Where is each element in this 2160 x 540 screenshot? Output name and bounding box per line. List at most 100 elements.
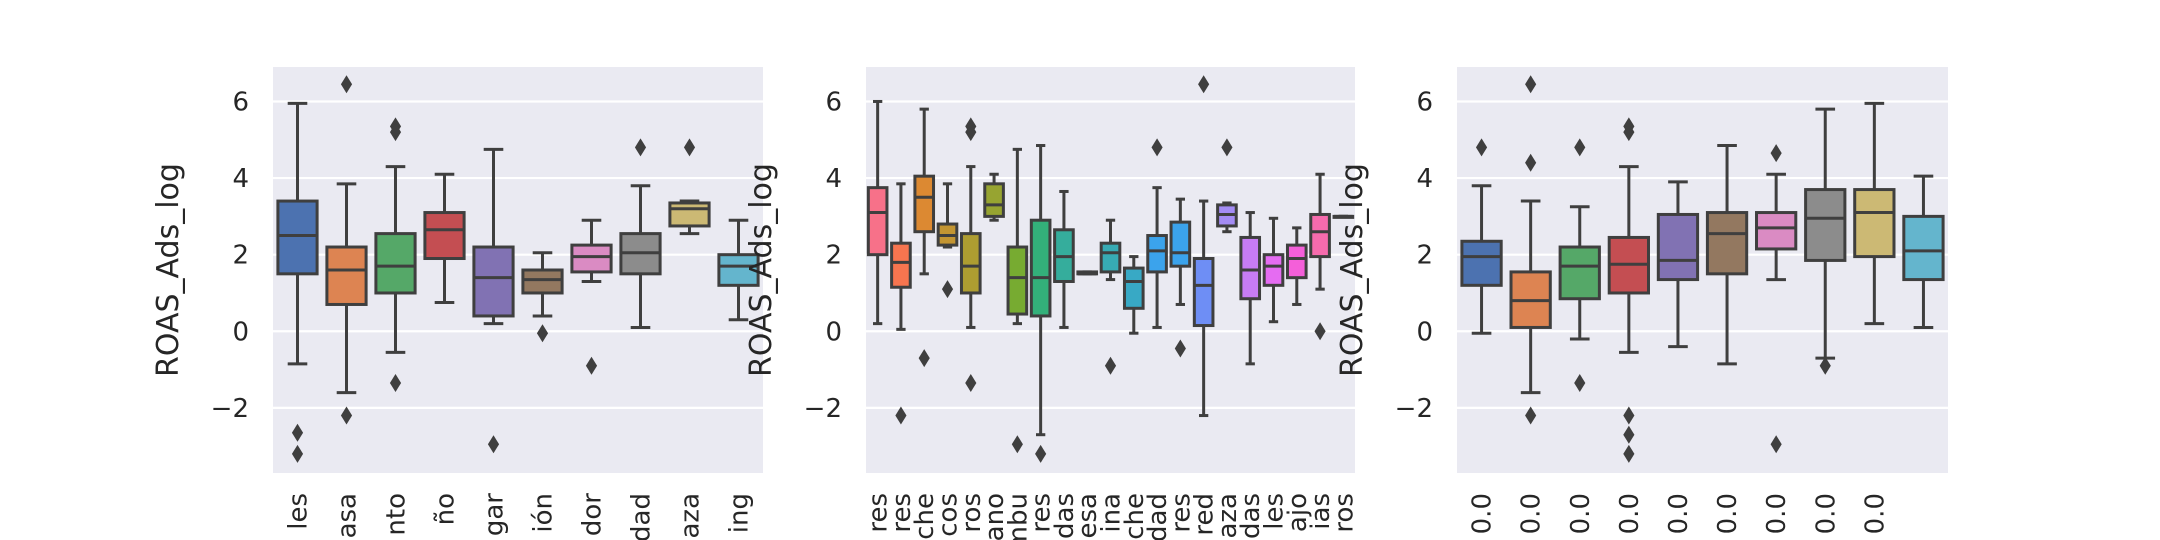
outlier-point — [536, 324, 549, 343]
box-iqr — [1285, 243, 1308, 280]
x-tick-label: cos — [934, 493, 964, 537]
box-13 — [1146, 138, 1168, 329]
x-tick-label: 0.0 — [1517, 493, 1547, 534]
x-tick-label: nto — [382, 493, 412, 536]
y-axis-label: ROAS_Ads_log — [151, 163, 186, 377]
box-iqr — [423, 211, 466, 261]
box-20 — [1309, 172, 1331, 341]
y-tick-label: 6 — [1416, 87, 1433, 117]
outlier-point — [1475, 138, 1488, 157]
outlier-point — [1819, 356, 1831, 375]
x-tick-label: 0.0 — [1762, 493, 1792, 534]
outlier-point — [1623, 444, 1635, 463]
x-tick-label: ing — [725, 493, 755, 533]
box-2 — [1509, 75, 1552, 425]
outlier-point — [340, 406, 353, 425]
box-9 — [1053, 189, 1075, 329]
box-6 — [1705, 144, 1749, 366]
x-tick-label: mbu — [1003, 493, 1033, 540]
y-tick-label: 4 — [825, 164, 842, 194]
box-2 — [890, 182, 912, 425]
box-19 — [1285, 226, 1308, 306]
y-tick-label: 0 — [232, 317, 249, 347]
x-tick-label: les — [1260, 493, 1290, 530]
outlier-point — [291, 444, 304, 463]
x-tick-label: dad — [1143, 493, 1173, 540]
box-iqr — [1192, 257, 1215, 328]
outlier-point — [895, 406, 907, 425]
y-tick-label: 6 — [232, 87, 249, 117]
y-tick-label: −2 — [1395, 394, 1433, 424]
box-9 — [1853, 101, 1896, 326]
x-tick-label: ión — [529, 493, 559, 533]
box-iqr — [1239, 235, 1262, 301]
outlier-point — [1104, 356, 1117, 375]
box-18 — [1262, 216, 1285, 324]
outlier-point — [1623, 425, 1635, 444]
box-2 — [325, 75, 368, 425]
box-iqr — [521, 268, 564, 295]
box-7 — [570, 218, 613, 375]
box-8 — [619, 138, 662, 329]
box-7 — [1006, 147, 1029, 454]
box-5 — [472, 147, 515, 454]
x-tick-label: 0.0 — [1615, 493, 1645, 534]
box-iqr — [983, 182, 1005, 218]
box-8 — [1804, 107, 1847, 375]
outlier-point — [1011, 435, 1023, 454]
box-iqr — [325, 245, 368, 306]
x-tick-label: 0.0 — [1860, 493, 1890, 534]
x-tick-label: ros — [957, 493, 987, 533]
y-axis-label: ROAS_Ads_log — [1335, 163, 1370, 377]
y-tick-label: 2 — [232, 241, 249, 271]
x-tick-label: 0.0 — [1664, 493, 1694, 534]
x-tick-label: ina — [1097, 493, 1127, 533]
x-tick-label: aza — [676, 493, 706, 539]
outlier-point — [291, 423, 304, 442]
outlier-point — [1770, 435, 1782, 454]
box-10 — [717, 218, 760, 322]
outlier-point — [585, 356, 598, 375]
box-14 — [1169, 197, 1192, 358]
x-tick-label: 0.0 — [1811, 493, 1841, 534]
box-iqr — [1099, 241, 1122, 274]
box-iqr — [668, 201, 711, 228]
x-tick-label: res — [864, 493, 894, 533]
y-tick-label: 4 — [1416, 164, 1433, 194]
x-tick-label: aza — [1213, 493, 1243, 539]
outlier-point — [1770, 144, 1782, 163]
box-17 — [1239, 211, 1262, 366]
box-iqr — [1309, 212, 1331, 259]
box-5 — [1656, 180, 1700, 349]
x-tick-label: dad — [627, 493, 657, 540]
box-3 — [1558, 138, 1601, 392]
box-9 — [668, 138, 711, 236]
outlier-point — [918, 349, 930, 368]
outlier-point — [1623, 406, 1635, 425]
box-iqr — [1558, 245, 1601, 301]
x-tick-label: che — [910, 493, 940, 540]
y-tick-label: 2 — [825, 241, 842, 271]
outlier-point — [1623, 123, 1635, 142]
box-iqr — [472, 245, 515, 318]
box-21 — [1332, 214, 1355, 219]
x-tick-label: ano — [980, 493, 1010, 540]
outlier-point — [340, 75, 353, 94]
x-tick-label: les — [284, 493, 314, 530]
outlier-point — [1198, 75, 1210, 94]
box-group — [1460, 75, 1945, 463]
x-tick-label: ño — [431, 493, 461, 525]
y-axis-label: ROAS_Ads_log — [744, 163, 779, 377]
box-iqr — [1122, 266, 1145, 310]
y-tick-label: 6 — [825, 87, 842, 117]
x-tick-label: res — [1166, 493, 1196, 533]
outlier-point — [487, 435, 500, 454]
box-3 — [913, 107, 936, 368]
box-4 — [936, 182, 959, 299]
plot-background — [1457, 67, 1948, 473]
box-1 — [276, 101, 319, 463]
box-10 — [1902, 174, 1945, 329]
outlier-point — [941, 280, 954, 299]
x-tick-label: 0.0 — [1713, 493, 1743, 534]
